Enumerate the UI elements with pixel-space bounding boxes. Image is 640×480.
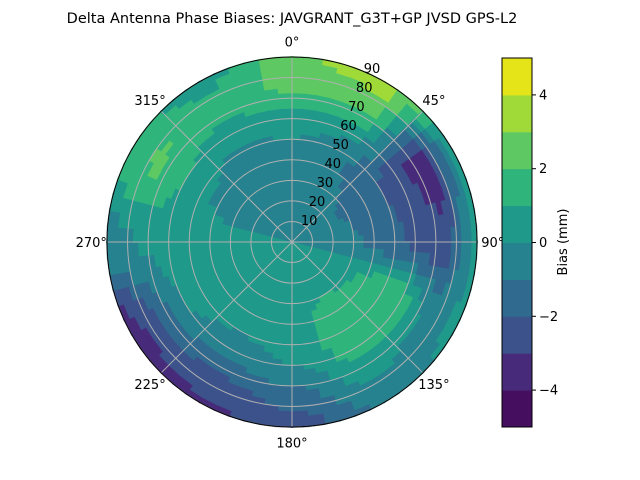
colorbar-band <box>502 242 532 280</box>
angular-gridline <box>160 110 293 243</box>
colorbar-band <box>502 316 532 354</box>
colorbar-tick-label: −2 <box>539 310 558 325</box>
colorbar-band <box>502 168 532 207</box>
radial-tick-label: 60 <box>340 119 357 134</box>
radial-tick-label: 20 <box>309 195 326 210</box>
theta-tick-label: 270° <box>76 236 107 251</box>
theta-tick-label: 225° <box>134 378 165 393</box>
theta-tick-label: 315° <box>134 94 165 109</box>
colorbar-tick-label: −4 <box>539 384 558 399</box>
colorbar-band <box>502 131 532 170</box>
colorbar-tick-label: 4 <box>539 88 547 103</box>
colorbar-band <box>502 353 532 391</box>
theta-tick-label: 135° <box>418 378 449 393</box>
angular-gridline <box>291 241 424 374</box>
colorbar: −4 −2 0 2 4 <box>501 57 558 428</box>
colorbar-band <box>502 58 532 96</box>
colorbar-band <box>502 390 532 428</box>
radial-tick-label: 40 <box>324 157 341 172</box>
polar-frame <box>106 56 478 428</box>
radial-tick-label: 80 <box>356 81 373 96</box>
polar-grid <box>106 56 478 428</box>
radial-tick-labels: 10 20 30 40 50 60 70 80 90 <box>301 62 380 229</box>
chart-title: Delta Antenna Phase Biases: JAVGRANT_G3T… <box>67 11 518 27</box>
radial-tick-label: 90 <box>364 62 381 77</box>
theta-tick-label: 0° <box>285 35 300 50</box>
theta-tick-label: 45° <box>422 94 445 109</box>
angular-gridline <box>291 110 424 243</box>
radial-tick-label: 10 <box>301 214 318 229</box>
angular-gridline <box>160 241 293 374</box>
colorbar-band <box>502 205 532 243</box>
colorbar-label: Bias (mm) <box>556 209 571 276</box>
contour-cell <box>274 56 294 64</box>
radial-tick-label: 70 <box>348 100 365 115</box>
theta-tick-label: 90° <box>481 236 504 251</box>
colorbar-band <box>502 94 532 133</box>
colorbar-tick-label: 2 <box>539 162 547 177</box>
colorbar-tick-label: 0 <box>539 236 547 251</box>
theta-tick-labels: 0° 45° 90° 135° 180° 225° 270° 315° <box>76 35 505 451</box>
colorbar-band <box>502 279 532 317</box>
theta-tick-label: 180° <box>276 437 307 452</box>
radial-tick-label: 30 <box>317 176 334 191</box>
radial-tick-label: 50 <box>332 138 349 153</box>
